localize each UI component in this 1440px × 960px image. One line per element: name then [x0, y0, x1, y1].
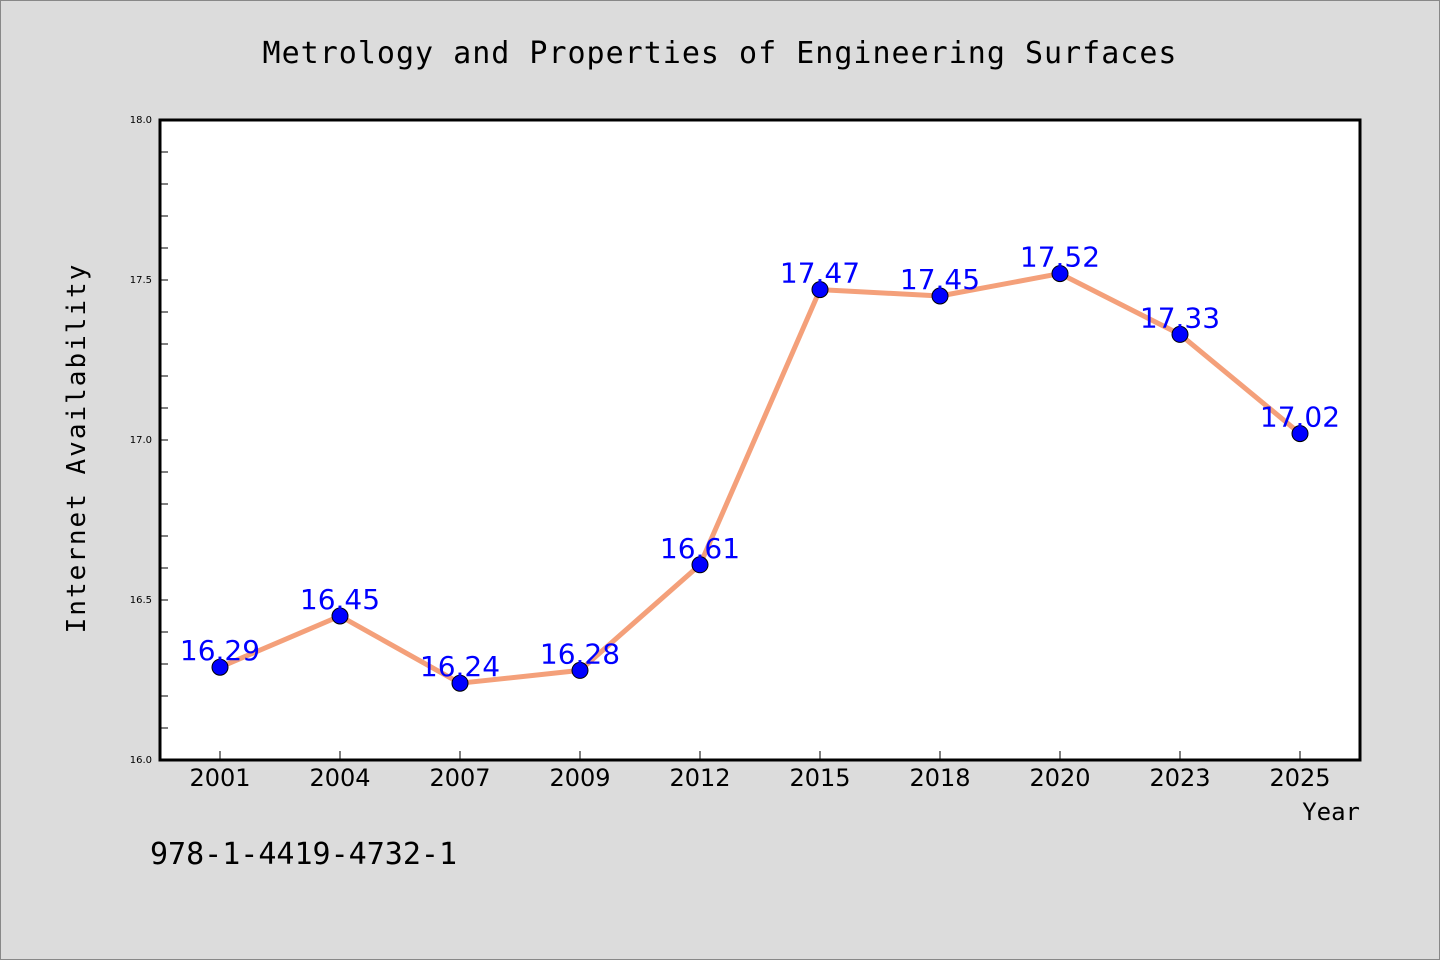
x-axis-label: Year	[1302, 798, 1360, 826]
data-label: 17.47	[780, 257, 860, 290]
data-label: 16.24	[420, 650, 500, 683]
data-point	[1051, 265, 1069, 283]
y-tick-label: 16.0	[130, 755, 152, 766]
y-tick-label: 18.0	[130, 115, 152, 126]
x-tick-label: 2020	[1029, 764, 1090, 792]
data-point	[931, 287, 949, 305]
data-label: 16.45	[300, 583, 380, 616]
data-point	[1291, 425, 1309, 443]
x-tick-label: 2004	[309, 764, 370, 792]
x-tick-label: 2015	[789, 764, 850, 792]
series-group: 16.29 16.45 16.24 16.28 16.61 17.47 17.45 17.52…	[180, 241, 1340, 692]
data-label: 17.02	[1260, 401, 1340, 434]
y-minor-ticks	[160, 151, 168, 729]
x-tick-label: 2009	[549, 764, 610, 792]
isbn-text: 978-1-4419-4732-1	[150, 837, 457, 872]
chart-title: Metrology and Properties of Engineering …	[263, 36, 1178, 71]
y-tick-label: 16.5	[130, 595, 152, 606]
data-point	[811, 281, 829, 299]
data-label: 17.33	[1140, 301, 1220, 334]
data-point	[451, 674, 469, 692]
y-axis-label: Internet Availability	[62, 263, 92, 634]
x-tick-label: 2023	[1149, 764, 1210, 792]
data-label: 16.61	[660, 532, 740, 565]
data-point	[331, 607, 349, 625]
y-tick-label: 17.0	[130, 435, 152, 446]
x-tick-label: 2007	[429, 764, 490, 792]
data-point	[691, 556, 709, 574]
data-label: 17.45	[900, 263, 980, 296]
data-label: 16.28	[540, 637, 620, 670]
y-tick-labels: 16.0 16.5 17.0 17.5 18.0	[130, 115, 152, 766]
x-ticks	[219, 751, 1301, 760]
y-tick-label: 17.5	[130, 275, 152, 286]
x-tick-labels: 2001 2004 2007 2009 2012 2015 2018 2020 2023 2025	[189, 764, 1330, 792]
x-tick-label: 2025	[1269, 764, 1330, 792]
data-point	[211, 658, 229, 676]
data-point	[1171, 325, 1189, 343]
data-label: 16.29	[180, 634, 260, 667]
x-tick-label: 2012	[669, 764, 730, 792]
series-line	[217, 271, 1303, 686]
x-tick-label: 2001	[189, 764, 250, 792]
x-tick-label: 2018	[909, 764, 970, 792]
plot-area	[158, 118, 1362, 762]
data-label: 17.52	[1020, 241, 1100, 274]
data-point	[571, 661, 589, 679]
